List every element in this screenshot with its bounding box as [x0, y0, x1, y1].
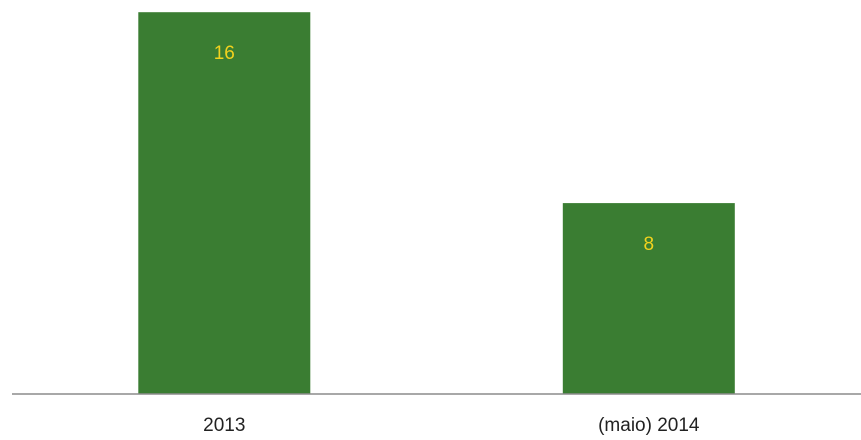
bar-0: [138, 12, 311, 394]
x-tick-labels: 2013 (maio) 2014: [203, 415, 700, 436]
data-label-1: 8: [644, 234, 655, 255]
labels-layer: 16 8: [214, 43, 654, 255]
data-label-0: 16: [214, 43, 235, 64]
bars-layer: [138, 12, 735, 394]
bar-1: [562, 203, 735, 394]
x-tick-label-1: (maio) 2014: [598, 415, 700, 436]
x-tick-label-0: 2013: [203, 415, 245, 436]
